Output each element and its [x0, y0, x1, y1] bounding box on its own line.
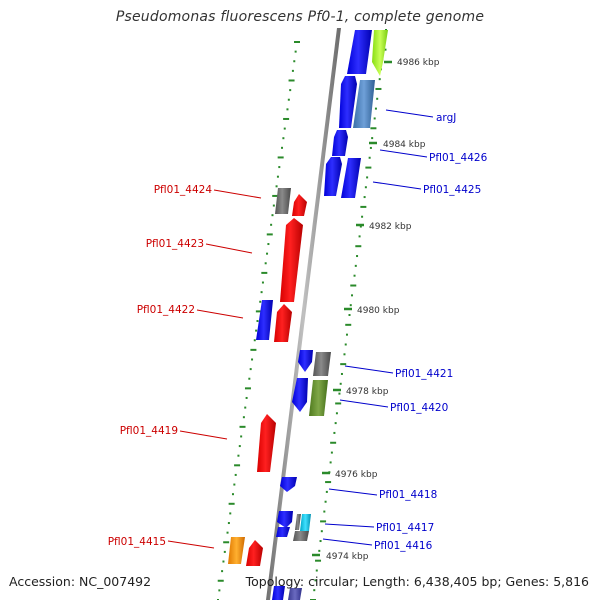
scale-label: 4978 kbp: [346, 387, 389, 397]
leader-line: [385, 109, 434, 118]
map-title: Pseudomonas fluorescens Pf0-1, complete …: [115, 9, 485, 25]
gene-label-argj[interactable]: argJ: [436, 112, 456, 124]
gene-label-pfl01-4415[interactable]: Pfl01_4415: [108, 536, 166, 548]
gene-feature: [341, 158, 361, 198]
label-leaders: [167, 109, 434, 549]
gene-label-pfl01-4417[interactable]: Pfl01_4417: [376, 522, 434, 534]
gene-feature: [280, 477, 297, 492]
gene-feature: [353, 80, 375, 128]
gene-feature: [298, 350, 313, 372]
gene-features: [228, 30, 388, 600]
scale-label: 4976 kbp: [335, 470, 378, 480]
gene-feature: [300, 514, 311, 531]
scale-labels: 4986 kbp 4984 kbp 4982 kbp 4980 kbp 4978…: [326, 58, 440, 562]
scale-label: 4974 kbp: [326, 552, 369, 562]
gene-feature: [272, 586, 285, 600]
gene-label-pfl01-4422[interactable]: Pfl01_4422: [137, 304, 195, 316]
leader-line: [205, 243, 253, 254]
gene-feature: [246, 540, 263, 566]
gene-feature: [339, 76, 357, 128]
gene-feature: [292, 194, 307, 216]
leader-line: [344, 365, 394, 374]
gene-label-pfl01-4416[interactable]: Pfl01_4416: [374, 540, 433, 552]
gene-feature: [275, 188, 291, 214]
gene-feature: [257, 414, 276, 472]
gene-label-pfl01-4423[interactable]: Pfl01_4423: [146, 238, 204, 250]
genome-backbone: [266, 28, 341, 600]
gene-feature: [274, 304, 292, 342]
leader-line: [213, 189, 262, 199]
leader-line: [328, 488, 378, 496]
gene-feature: [332, 130, 348, 156]
gene-feature: [313, 352, 331, 376]
gene-feature: [288, 588, 302, 600]
gene-label-pfl01-4418[interactable]: Pfl01_4418: [379, 489, 437, 501]
gene-feature: [293, 531, 309, 541]
scale-label: 4982 kbp: [369, 222, 412, 232]
gene-feature: [277, 511, 293, 528]
gene-feature: [228, 537, 245, 564]
leader-line: [196, 309, 244, 319]
gene-feature: [324, 157, 342, 196]
gene-feature: [256, 300, 273, 340]
gene-label-pfl01-4421[interactable]: Pfl01_4421: [395, 368, 453, 380]
leader-line: [179, 430, 228, 440]
scale-ticks: [312, 60, 392, 557]
gene-feature: [276, 527, 290, 537]
gene-label-pfl01-4425[interactable]: Pfl01_4425: [423, 184, 481, 196]
gene-feature: [347, 30, 372, 74]
topology-text: Topology: circular; Length: 6,438,405 bp…: [245, 574, 589, 589]
gene-feature: [309, 380, 328, 416]
gene-feature: [372, 30, 388, 76]
gene-feature: [295, 514, 301, 530]
leader-line: [379, 149, 428, 158]
guide-lines: [217, 29, 387, 600]
gene-label-pfl01-4426[interactable]: Pfl01_4426: [429, 152, 488, 164]
gene-label-pfl01-4420[interactable]: Pfl01_4420: [390, 402, 448, 414]
leader-line: [372, 181, 422, 190]
leader-line: [167, 540, 215, 549]
leader-line: [324, 523, 375, 528]
gene-feature: [292, 378, 308, 412]
gene-feature: [280, 218, 303, 302]
scale-label: 4986 kbp: [397, 58, 440, 68]
scale-label: 4980 kbp: [357, 306, 400, 316]
gene-labels: argJ Pfl01_4426 Pfl01_4425 Pfl01_4424 Pf…: [108, 112, 488, 552]
scale-label: 4984 kbp: [383, 140, 426, 150]
accession-text: Accession: NC_007492: [9, 574, 152, 589]
leader-line: [339, 399, 389, 408]
leader-line: [322, 538, 373, 546]
gene-label-pfl01-4424[interactable]: Pfl01_4424: [154, 184, 213, 196]
gene-label-pfl01-4419[interactable]: Pfl01_4419: [120, 425, 178, 437]
